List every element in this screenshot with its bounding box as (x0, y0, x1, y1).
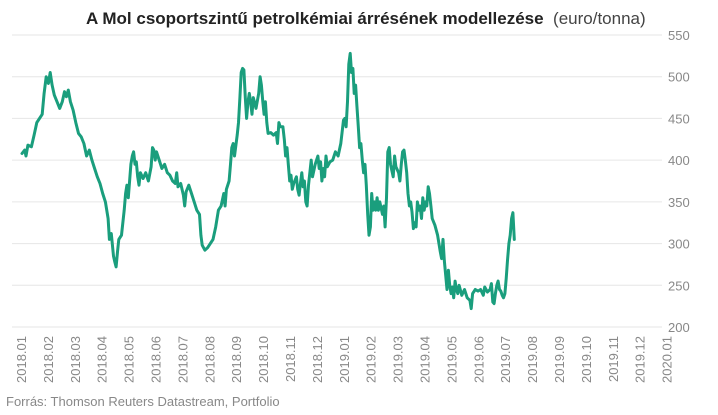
x-tick-label: 2019.07 (498, 336, 513, 383)
y-tick-label: 550 (668, 28, 690, 43)
x-axis-ticks: 2018.01 2018.02 2018.03 2018.04 2018.05 2018.… (14, 336, 675, 383)
chart-title: A Mol csoportszintű petrolkémiai árrésén… (86, 9, 646, 28)
x-tick-label: 2019.02 (364, 336, 379, 383)
gridlines (12, 34, 662, 328)
x-tick-label: 2019.06 (471, 336, 486, 383)
x-tick-label: 2018.09 (229, 336, 244, 383)
y-tick-label: 500 (668, 70, 690, 85)
x-tick-label: 2019.09 (552, 336, 567, 383)
chart-title-unit: (euro/tonna) (553, 9, 646, 28)
x-tick-label: 2018.10 (256, 336, 271, 383)
x-tick-label: 2018.03 (68, 336, 83, 383)
x-tick-label: 2019.10 (579, 336, 594, 383)
x-tick-label: 2019.11 (606, 336, 621, 382)
x-tick-label: 2018.01 (14, 336, 29, 383)
x-tick-label: 2018.05 (122, 336, 137, 383)
x-tick-label: 2019.01 (337, 336, 352, 383)
y-tick-label: 200 (668, 320, 690, 335)
series-line (20, 51, 516, 311)
x-tick-label: 2018.11 (283, 336, 298, 382)
y-tick-label: 300 (668, 237, 690, 252)
x-tick-label: 2018.07 (175, 336, 190, 383)
chart-title-main: A Mol csoportszintű petrolkémiai árrésén… (86, 9, 544, 28)
y-tick-label: 450 (668, 111, 690, 126)
x-tick-label: 2018.06 (149, 336, 164, 383)
y-tick-label: 400 (668, 153, 690, 168)
x-tick-label: 2018.12 (310, 336, 325, 383)
x-tick-label: 2018.08 (202, 336, 217, 383)
source-note: Forrás: Thomson Reuters Datastream, Port… (6, 394, 280, 409)
x-tick-label: 2018.02 (41, 336, 56, 383)
x-tick-label: 2019.05 (444, 336, 459, 383)
x-tick-label: 2020.01 (660, 336, 675, 383)
x-tick-label: 2018.04 (95, 336, 110, 383)
x-tick-label: 2019.08 (525, 336, 540, 383)
y-axis-ticks: 200 250 300 350 400 450 500 550 (668, 28, 690, 335)
x-tick-label: 2019.03 (391, 336, 406, 383)
y-tick-label: 250 (668, 278, 690, 293)
x-tick-label: 2019.12 (633, 336, 648, 383)
y-tick-label: 350 (668, 195, 690, 210)
x-tick-label: 2019.04 (418, 336, 433, 383)
